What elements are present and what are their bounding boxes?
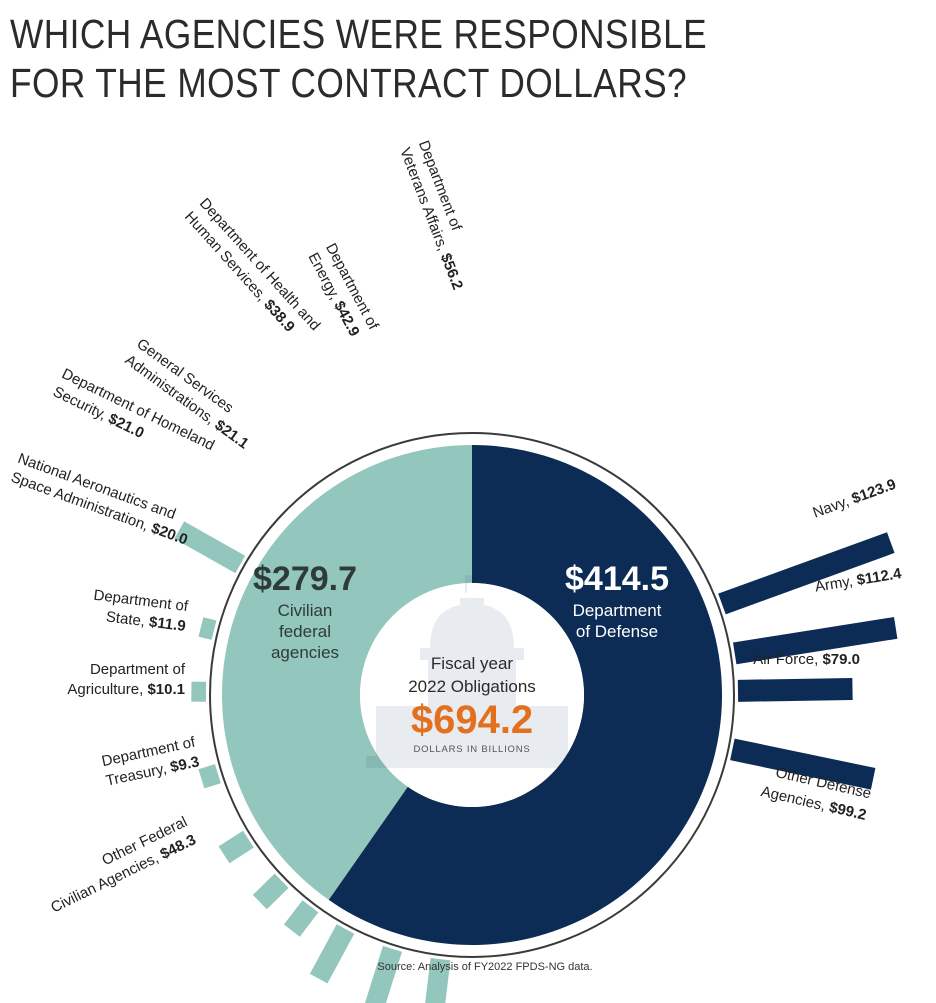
segment-summary-civilian: $279.7 Civilian federal agencies xyxy=(253,560,357,662)
bar-amount: $9.3 xyxy=(165,753,201,777)
segment-desc-defense: of Defense xyxy=(576,622,658,641)
bar-department-of-homeland-security xyxy=(252,873,289,910)
bar-other-defense-agencies xyxy=(730,738,876,790)
segment-desc-civilian: federal xyxy=(279,622,331,641)
donut-ring xyxy=(209,432,735,958)
center-line-1: Fiscal year xyxy=(431,654,514,673)
bar-general-services-administrations xyxy=(283,900,319,937)
bar-navy xyxy=(718,532,895,615)
segment-desc-civilian: Civilian xyxy=(278,601,333,620)
bar-label-navy: Navy, $123.9 xyxy=(811,476,899,522)
center-total: $694.2 xyxy=(411,698,533,742)
center-line-2: 2022 Obligations xyxy=(408,677,536,696)
bar-amount: $56.2 xyxy=(435,247,466,292)
segment-value-civilian: $279.7 xyxy=(253,560,357,598)
segment-summaries: $279.7 Civilian federal agencies $414.5 Depar… xyxy=(253,560,669,662)
bar-air-force xyxy=(737,678,853,702)
bar-label-line: Department of Health and xyxy=(196,195,324,334)
donut-segment-defense xyxy=(328,445,722,945)
bar-label-line: Air Force, $79.0 xyxy=(753,651,860,668)
segment-value-defense: $414.5 xyxy=(565,560,669,598)
center-units: DOLLARS IN BILLIONS xyxy=(413,744,530,755)
page-title: WHICH AGENCIES WERE RESPONSIBLE FOR THE … xyxy=(10,10,708,108)
bar-amount: $123.9 xyxy=(846,476,899,509)
bar-amount: $10.1 xyxy=(143,681,185,698)
bar-department-of-treasury xyxy=(198,617,217,640)
title-line-2: FOR THE MOST CONTRACT DOLLARS? xyxy=(10,60,688,106)
bar-national-aeronautics-and-space-administration xyxy=(218,830,254,864)
segment-summary-defense: $414.5 Department of Defense xyxy=(565,560,669,641)
bar-label-air-force: Air Force, $79.0 xyxy=(753,651,860,668)
segment-desc-civilian: agencies xyxy=(271,643,339,662)
bar-other-federal-civilian-agencies xyxy=(174,521,246,574)
bar-label-department-of-agriculture: Department of Agriculture, $10.1 xyxy=(67,661,185,698)
bar-department-of-agriculture xyxy=(191,681,207,702)
donut-center xyxy=(360,583,584,807)
center-text: Fiscal year 2022 Obligations $694.2 DOLL… xyxy=(408,654,536,755)
bar-amount: $11.9 xyxy=(144,613,187,635)
segment-desc-defense: Department xyxy=(573,601,662,620)
bar-amount: $21.1 xyxy=(208,414,252,452)
title-line-1: WHICH AGENCIES WERE RESPONSIBLE xyxy=(10,11,708,57)
bar-label-line: Human Services, $38.9 xyxy=(181,208,298,335)
bar-label-line: Navy, $123.9 xyxy=(811,476,899,522)
bar-department-of-energy xyxy=(364,945,402,1003)
bar-amount: $112.4 xyxy=(851,565,903,590)
bar-amount: $79.0 xyxy=(818,651,860,668)
bar-department-of-veterans-affairs xyxy=(425,957,451,1003)
donut-segment-civilian xyxy=(221,445,472,900)
source-note: Source: Analysis of FY2022 FPDS-NG data. xyxy=(377,961,592,973)
bar-amount: $20.0 xyxy=(145,518,190,548)
bar-department-of-state xyxy=(198,764,221,789)
bar-army xyxy=(733,617,898,665)
bar-label-line: Agriculture, $10.1 xyxy=(67,681,185,698)
bars-layer xyxy=(174,521,898,1003)
bar-amount: $99.2 xyxy=(823,798,867,824)
capitol-dome-icon xyxy=(366,575,578,768)
bar-department-of-health-and-human-services xyxy=(309,924,355,984)
bar-label-line: Department of xyxy=(90,661,186,678)
